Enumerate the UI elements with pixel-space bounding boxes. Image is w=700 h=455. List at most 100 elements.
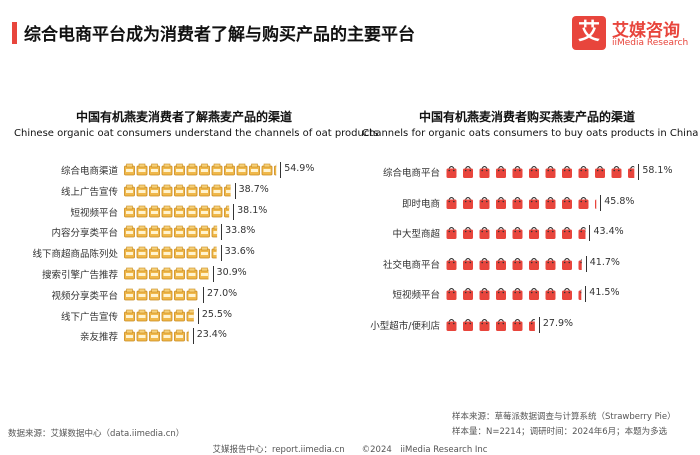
oat-box-icon: [149, 163, 160, 176]
shopping-bag-icon: [446, 196, 457, 209]
pictograph-bar: [446, 166, 635, 178]
shopping-bag-icon: [446, 166, 457, 178]
category-label: 即时电商: [401, 198, 440, 210]
oat-box-icon: [149, 288, 160, 301]
category-label: 线上广告宣传: [60, 186, 118, 198]
oat-box-icon: [186, 288, 198, 301]
shopping-bag-icon: [545, 288, 556, 300]
oat-box-icon: [161, 163, 173, 176]
oat-box-icon: [186, 246, 198, 259]
oat-box-icon: [199, 163, 210, 176]
oat-box-icon: [149, 309, 160, 321]
shopping-bag-icon: [496, 257, 506, 270]
value-label: 58.1%: [642, 165, 673, 176]
value-tick: [221, 224, 223, 241]
shopping-bag-icon: [628, 166, 635, 178]
shopping-bag-icon: [562, 196, 572, 209]
shopping-bag-icon: [496, 196, 506, 209]
oat-box-icon: [211, 226, 218, 238]
pictograph-bar: [124, 288, 198, 301]
value-label: 25.5%: [201, 308, 233, 320]
oat-box-icon: [136, 163, 148, 176]
shopping-bag-icon: [446, 318, 457, 331]
oat-box-icon: [124, 309, 135, 321]
shopping-bag-icon: [463, 227, 473, 239]
brand-logo: 艾 艾媒咨询 iiMedia Research: [572, 14, 692, 54]
value-label: 33.8%: [225, 225, 256, 237]
value-label: 23.4%: [196, 329, 227, 341]
oat-box-icon: [136, 288, 148, 301]
oat-box-icon: [249, 163, 260, 176]
shopping-bag-icon: [496, 227, 506, 239]
shopping-bag-icon: [545, 196, 556, 209]
shopping-bag-icon: [512, 288, 523, 300]
value-label: 43.4%: [593, 226, 624, 237]
value-label: 30.9%: [216, 267, 247, 278]
oat-box-icon: [149, 226, 160, 238]
shopping-bag-icon: [479, 196, 490, 209]
shopping-bag-icon: [446, 257, 457, 270]
oat-box-icon: [161, 309, 173, 321]
sample-size: 样本量：N=2214；调研时间：2024年6月；本题为多选: [452, 427, 668, 437]
value-tick: [203, 286, 204, 303]
shopping-bag-icon: [529, 166, 539, 178]
value-tick: [220, 245, 222, 262]
oat-box-icon: [149, 330, 160, 342]
shopping-bag-icon: [496, 288, 506, 300]
value-label: 41.5%: [589, 287, 620, 298]
oat-box-icon: [274, 165, 277, 176]
category-label: 亲友推荐: [79, 332, 118, 344]
footer-copyright: 艾媒报告中心：report.iimedia.cn ©2024 iiMedia R…: [212, 445, 488, 455]
oat-box-icon: [174, 226, 185, 238]
oat-box-icon: [186, 163, 198, 176]
category-label: 综合电商渠道: [60, 166, 118, 177]
oat-box-icon: [124, 330, 135, 342]
value-tick: [585, 255, 587, 272]
category-label: 社交电商平台: [382, 259, 440, 271]
shopping-bag-icon: [512, 257, 523, 270]
oat-box-icon: [174, 205, 185, 217]
oat-box-icon: [186, 331, 189, 342]
value-tick: [600, 194, 602, 211]
shopping-bag-icon: [479, 318, 490, 331]
shopping-bag-icon: [529, 288, 539, 300]
category-label: 短视频平台: [70, 207, 118, 219]
shopping-bag-icon: [463, 318, 473, 331]
oat-box-icon: [161, 330, 173, 342]
shopping-bag-icon: [463, 288, 473, 300]
value-tick: [234, 182, 236, 199]
shopping-bag-icon: [446, 227, 457, 239]
shopping-bag-icon: [496, 166, 506, 178]
value-label: 38.1%: [237, 204, 268, 216]
oat-box-icon: [174, 330, 185, 342]
value-label: 45.8%: [604, 195, 635, 207]
pictograph-bar: [124, 246, 217, 259]
oat-box-icon: [186, 184, 198, 197]
value-tick: [197, 307, 199, 324]
sample-source: 样本来源：草莓派数据调查与计算系统（Strawberry Pie）: [452, 412, 676, 422]
category-label: 中大型商超: [392, 229, 440, 240]
shopping-bag-icon: [512, 318, 523, 331]
category-label: 小型超市/便利店: [370, 320, 440, 332]
shopping-bag-icon: [463, 196, 473, 209]
logo-mark-icon: 艾: [572, 16, 606, 50]
shopping-bag-icon: [545, 227, 556, 239]
category-label: 搜索引擎广告推荐: [41, 270, 118, 281]
shopping-bag-icon: [595, 166, 605, 178]
oat-box-icon: [161, 288, 173, 301]
value-tick: [280, 162, 282, 178]
category-label: 线下广告宣传: [60, 311, 118, 323]
category-label: 内容分享类平台: [51, 228, 118, 240]
oat-box-icon: [136, 309, 148, 321]
oat-box-icon: [136, 184, 148, 197]
logo-name-en: iiMedia Research: [612, 38, 689, 48]
oat-box-icon: [136, 226, 148, 238]
oat-box-icon: [261, 163, 273, 176]
oat-box-icon: [236, 163, 248, 176]
value-tick: [638, 164, 640, 180]
oat-box-icon: [161, 184, 173, 197]
shopping-bag-icon: [479, 257, 490, 270]
shopping-bag-icon: [496, 318, 506, 331]
value-label: 27.0%: [207, 287, 238, 299]
value-tick: [233, 203, 235, 220]
